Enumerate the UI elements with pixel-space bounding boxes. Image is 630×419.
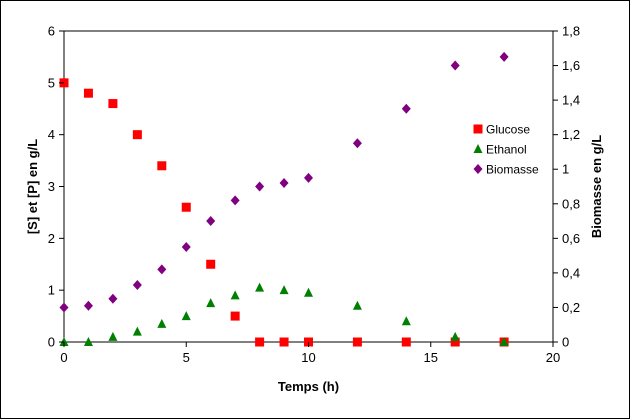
legend: Glucose Ethanol Biomasse [466, 117, 551, 181]
biomasse-point [279, 178, 289, 189]
y2-tick-label: 0 [562, 335, 569, 350]
ethanol-point [450, 331, 460, 341]
y2-tick-label: 0,4 [562, 265, 580, 280]
y-tick-label: 1 [48, 283, 55, 298]
ethanol-point [352, 300, 362, 310]
y2-tick-label: 0,8 [562, 196, 580, 211]
biomasse-point [157, 264, 167, 275]
biomasse-point [304, 172, 313, 183]
glucose-point [206, 259, 216, 269]
ethanol-point [132, 326, 142, 336]
series-biomasse [59, 51, 509, 313]
x-tick-label: 15 [424, 350, 438, 365]
y-tick-label: 3 [48, 179, 55, 194]
ethanol-point [230, 290, 240, 300]
biomasse-point [108, 293, 118, 304]
glucose-point [132, 130, 142, 140]
y-tick-label: 6 [48, 24, 55, 39]
y-axis-label: [S] et [P] en g/L [25, 139, 40, 234]
glucose-point [83, 88, 93, 98]
x-tick-label: 10 [301, 350, 315, 365]
glucose-point [230, 311, 240, 321]
biomasse-point [230, 195, 240, 206]
x-axis-label: Temps (h) [278, 379, 339, 394]
ethanol-point [181, 311, 191, 321]
biomasse-point [181, 241, 191, 252]
biomasse-point [132, 279, 142, 290]
x-tick-label: 20 [546, 350, 560, 365]
biomasse-point [206, 216, 216, 227]
y-tick-label: 2 [48, 231, 55, 246]
glucose-point [401, 337, 411, 347]
legend-label-ethanol: Ethanol [486, 143, 527, 157]
glucose-point [352, 337, 362, 347]
ethanol-point [279, 285, 289, 295]
ethanol-point [255, 282, 265, 292]
biomasse-point [499, 51, 509, 62]
ethanol-point [108, 331, 118, 341]
legend-marker-ethanol [473, 144, 483, 153]
ethanol-point [499, 337, 509, 346]
y2-tick-label: 1,8 [562, 24, 580, 39]
y2-tick-label: 1,4 [562, 93, 580, 108]
y-tick-label: 0 [48, 335, 55, 350]
biomasse-point [450, 60, 460, 71]
y2-tick-label: 1,6 [562, 58, 580, 73]
biomasse-point [352, 138, 362, 149]
biomasse-point [255, 181, 265, 192]
y2-axis-label: Biomasse en g/L [589, 135, 604, 238]
glucose-point [157, 161, 167, 171]
y2-tick-label: 1,2 [562, 127, 580, 142]
y2-tick-label: 0,2 [562, 300, 580, 315]
glucose-point [255, 337, 265, 347]
x-tick-label: 5 [183, 350, 190, 365]
y2-tick-label: 1 [562, 162, 569, 177]
y-tick-label: 5 [48, 75, 55, 90]
glucose-point [181, 202, 191, 212]
legend-marker-biomasse [473, 164, 483, 174]
ethanol-point [157, 318, 167, 328]
y-tick-label: 4 [48, 127, 55, 142]
ethanol-point [83, 337, 93, 346]
glucose-point [450, 337, 460, 347]
biomasse-point [83, 300, 93, 311]
biomasse-point [401, 103, 411, 114]
glucose-point [108, 99, 118, 109]
legend-marker-glucose [473, 124, 483, 134]
legend-label-glucose: Glucose [486, 123, 530, 137]
ethanol-point [206, 298, 216, 308]
biomasse-point [59, 302, 69, 313]
x-tick-label: 0 [60, 350, 67, 365]
y2-tick-label: 0,6 [562, 231, 580, 246]
ethanol-point [304, 287, 313, 297]
glucose-point [279, 337, 289, 347]
ethanol-point [401, 316, 411, 326]
legend-label-biomasse: Biomasse [486, 163, 539, 177]
